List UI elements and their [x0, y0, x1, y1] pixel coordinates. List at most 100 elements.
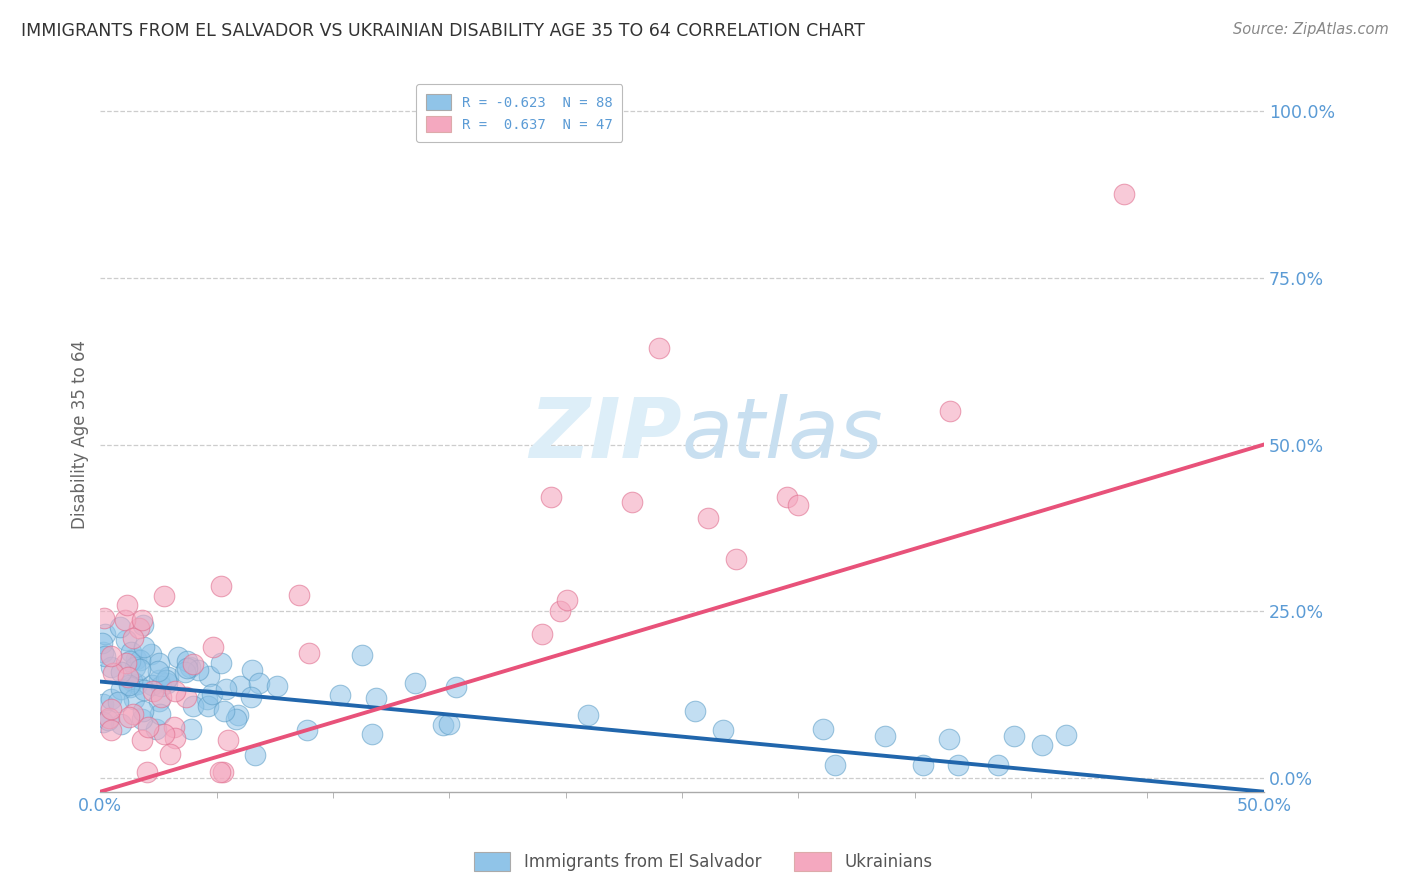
Legend: R = -0.623  N = 88, R =  0.637  N = 47: R = -0.623 N = 88, R = 0.637 N = 47 [416, 85, 623, 142]
Point [110, 665, 132, 680]
Point [100, 649, 122, 664]
Point [97, 713, 120, 727]
Point [110, 717, 132, 731]
Point [696, 510, 718, 524]
Point [209, 764, 232, 779]
Point [209, 656, 232, 670]
Point [149, 679, 172, 693]
Point [176, 661, 198, 675]
Point [132, 704, 155, 718]
Point [201, 640, 224, 654]
Point [118, 678, 141, 692]
Point [174, 690, 197, 704]
Point [91, 715, 114, 730]
Point [148, 673, 170, 688]
Point [128, 621, 150, 635]
Point [131, 613, 153, 627]
Point [98, 711, 121, 725]
Point [136, 720, 159, 734]
Text: Source: ZipAtlas.com: Source: ZipAtlas.com [1233, 22, 1389, 37]
Point [576, 707, 599, 722]
Point [548, 604, 571, 618]
Point [225, 712, 247, 726]
Point [946, 758, 969, 772]
Point [114, 613, 136, 627]
Point [404, 675, 426, 690]
Point [139, 647, 162, 661]
Point [124, 660, 146, 674]
Point [120, 655, 142, 669]
Point [240, 663, 263, 677]
Point [938, 731, 960, 746]
Point [131, 712, 153, 726]
Point [100, 659, 122, 673]
Point [288, 588, 311, 602]
Point [240, 690, 263, 704]
Point [329, 689, 352, 703]
Point [100, 723, 122, 737]
Point [121, 631, 143, 645]
Point [141, 677, 163, 691]
Y-axis label: Disability Age 35 to 64: Disability Age 35 to 64 [72, 340, 89, 529]
Point [243, 747, 266, 762]
Point [1031, 739, 1053, 753]
Point [122, 706, 145, 721]
Point [155, 673, 177, 687]
Point [148, 657, 170, 671]
Point [91, 636, 114, 650]
Point [197, 692, 219, 706]
Point [118, 680, 141, 694]
Point [134, 640, 156, 654]
Point [94, 627, 117, 641]
Point [683, 704, 706, 718]
Point [100, 691, 122, 706]
Point [229, 679, 252, 693]
Point [94, 648, 117, 663]
Point [437, 716, 460, 731]
Legend: Immigrants from El Salvador, Ukrainians: Immigrants from El Salvador, Ukrainians [465, 843, 941, 880]
Point [101, 665, 124, 680]
Point [787, 498, 810, 512]
Text: ZIP: ZIP [530, 394, 682, 475]
Point [149, 690, 172, 704]
Point [295, 723, 318, 737]
Point [131, 733, 153, 747]
Point [145, 722, 167, 736]
Point [939, 404, 962, 418]
Point [555, 592, 578, 607]
Point [176, 654, 198, 668]
Point [121, 673, 143, 688]
Point [298, 646, 321, 660]
Point [148, 694, 170, 708]
Point [120, 645, 142, 659]
Point [824, 758, 846, 772]
Point [125, 677, 148, 691]
Point [432, 718, 454, 732]
Point [142, 683, 165, 698]
Point [198, 669, 221, 683]
Point [247, 676, 270, 690]
Point [266, 679, 288, 693]
Point [153, 727, 176, 741]
Point [115, 656, 138, 670]
Point [364, 690, 387, 705]
Point [108, 620, 131, 634]
Point [540, 490, 562, 504]
Point [124, 652, 146, 666]
Point [107, 695, 129, 709]
Point [156, 670, 179, 684]
Point [987, 758, 1010, 772]
Point [811, 722, 834, 736]
Text: atlas: atlas [682, 394, 884, 475]
Point [167, 650, 190, 665]
Point [179, 659, 201, 673]
Point [163, 720, 186, 734]
Point [212, 704, 235, 718]
Point [146, 664, 169, 678]
Point [115, 632, 138, 647]
Point [159, 747, 181, 762]
Point [215, 681, 238, 696]
Point [531, 627, 554, 641]
Point [149, 707, 172, 722]
Point [163, 731, 186, 745]
